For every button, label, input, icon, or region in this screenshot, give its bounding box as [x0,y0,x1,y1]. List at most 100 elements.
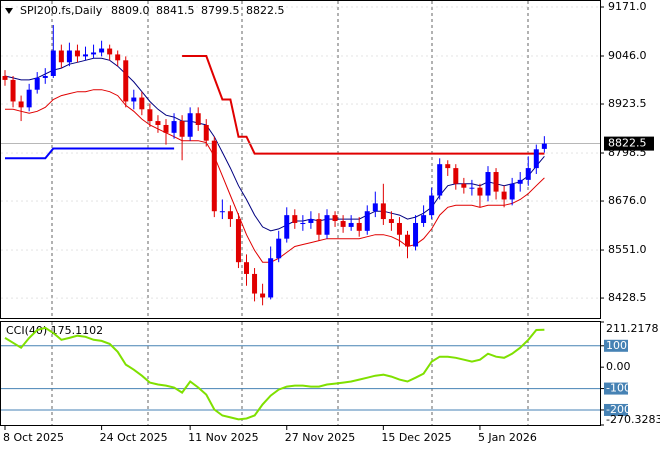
price-panel [0,0,601,319]
candle-body [10,79,16,102]
candle-body [203,124,209,141]
candle-body [276,238,282,259]
ohlc-label: 8809.0 [111,4,150,17]
candle-body [396,222,402,235]
x-tick-label: 27 Nov 2025 [285,431,355,444]
candle-body [437,164,443,196]
candle-body [340,221,346,227]
candle-body [42,75,48,78]
level-box [604,339,628,352]
candle-body [26,89,32,108]
candle-body [509,183,515,200]
candle-body [445,164,451,169]
y-tick-label: -270.3283 [606,413,660,426]
candle-body [219,211,225,213]
y-tick-label: 8676.0 [608,194,647,207]
indicator-line [5,147,175,160]
last-price-box [604,136,654,151]
candle-body [541,143,547,149]
candle-body [300,222,306,224]
y-tick-label: 8923.5 [608,97,647,110]
candle-body [74,50,80,57]
candle-body [123,60,129,102]
candle-body [380,203,386,220]
candle-body [284,215,290,239]
candle-body [356,222,362,231]
candle-body [139,97,145,110]
candle-body [461,183,467,188]
candle-body [244,262,249,274]
cci-title: CCI(40) 175.1102 [6,324,103,337]
candle-body [485,172,491,196]
y-tick-label: 8428.5 [608,291,647,304]
x-tick-label: 24 Oct 2025 [100,431,168,444]
candle-body [107,48,113,55]
candle-body [268,258,274,298]
candle-body [2,75,8,80]
candle-body [131,97,137,102]
y-tick-label: -100 [606,382,631,395]
candle-body [429,195,435,216]
candle-body [348,222,354,227]
candle-body [469,187,475,189]
candle-body [413,222,419,247]
candle-body [211,140,217,212]
indicator-line [5,89,545,263]
cci-panel [0,321,601,426]
candle-body [316,219,322,235]
candle-body [163,124,169,133]
candle-body [195,113,201,125]
candle-body [493,172,499,192]
y-tick-label: 8551.0 [608,243,647,256]
candle-body [421,215,427,223]
candle-body [332,215,338,222]
candle-body [115,54,121,61]
indicator-line [182,55,545,155]
x-tick-label: 11 Nov 2025 [188,431,258,444]
y-tick-label: -200 [606,403,631,416]
ohlc-label: 8822.5 [246,4,285,17]
candle-body [324,215,330,235]
candle-body [252,273,258,294]
candle-body [155,121,161,125]
candle-body [187,113,193,137]
candle-body [235,219,241,263]
ohlc-label: 8841.5 [156,4,195,17]
candle-body [453,168,459,184]
candle-body [501,191,507,200]
candle-body [91,52,97,55]
candle-body [308,219,314,223]
candle-body [83,54,88,57]
x-tick-label: 15 Dec 2025 [381,431,451,444]
y-tick-label: 211.2178 [606,322,659,335]
y-tick-label: 9046.0 [608,49,647,62]
candle-body [179,121,185,137]
candle-body [34,77,40,90]
x-tick-label: 5 Jan 2026 [478,431,537,444]
candle-body [388,219,394,223]
candle-body [260,293,266,298]
candle-body [405,234,410,247]
candle-body [66,50,72,63]
y-tick-label: 9171.0 [608,0,647,13]
menu-triangle [5,8,13,14]
candle-body [58,50,64,63]
candle-body [99,48,105,53]
candle-body [477,187,483,196]
candle-body [525,168,531,180]
chart-title: SPI200.fs,Daily [20,4,103,17]
last-price-label: 8822.5 [608,137,647,150]
level-box [604,382,628,395]
candle-body [227,211,233,220]
ohlc-label: 8799.5 [201,4,240,17]
candle-body [372,203,378,212]
candle-body [292,215,298,223]
candle-body [533,149,539,169]
candle-body [147,109,153,122]
x-tick-label: 8 Oct 2025 [3,431,64,444]
y-tick-label: 100 [606,339,627,352]
candle-body [50,50,56,76]
indicator-line [4,57,545,232]
